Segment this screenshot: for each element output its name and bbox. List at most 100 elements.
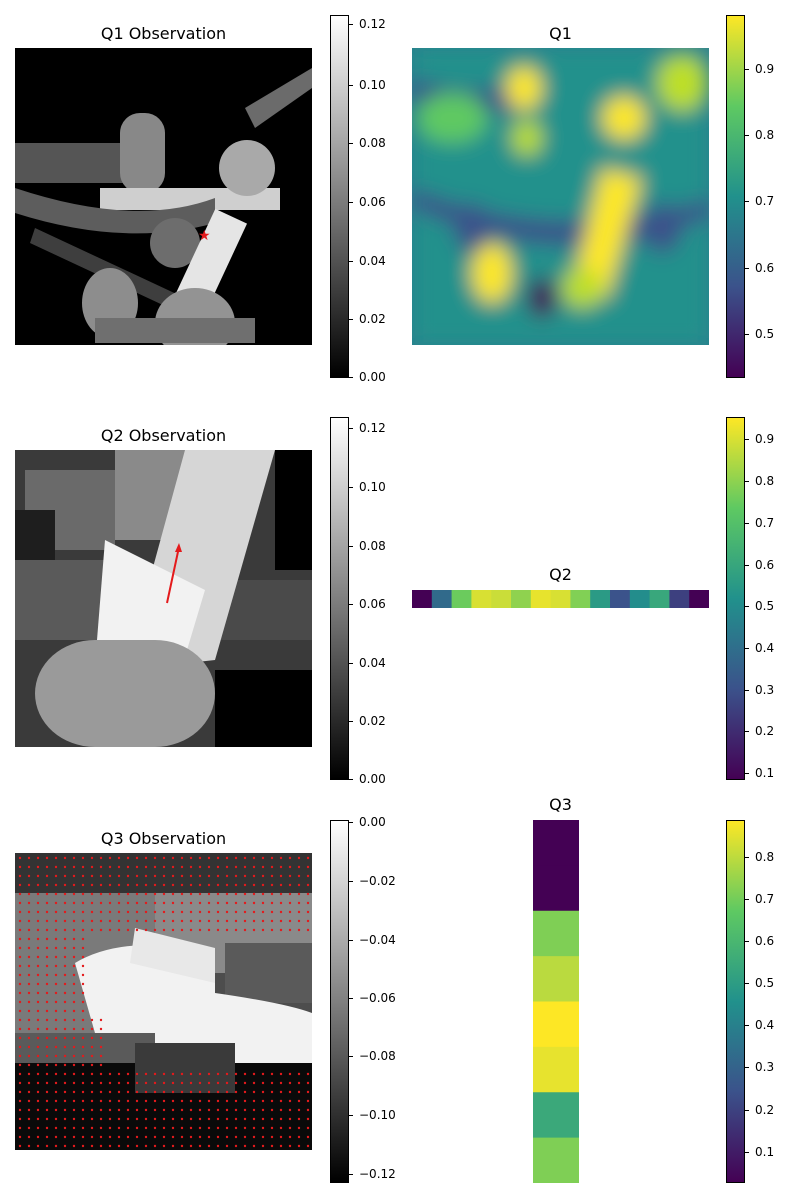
sample-dot [270, 883, 274, 887]
sample-dot [54, 1099, 58, 1103]
sample-dot [261, 856, 265, 860]
sample-dot [252, 883, 256, 887]
sample-dot [27, 982, 31, 986]
sample-dot [117, 1135, 121, 1139]
sample-dot [72, 1135, 76, 1139]
sample-dot [144, 1135, 148, 1139]
sample-dot [297, 892, 301, 896]
sample-dot [144, 901, 148, 905]
sample-dot [162, 1135, 166, 1139]
sample-dot [189, 892, 193, 896]
sample-dot [27, 874, 31, 878]
sample-dot [135, 874, 139, 878]
sample-dot [108, 1117, 112, 1121]
sample-dot [189, 919, 193, 923]
sample-dot [189, 883, 193, 887]
sample-dot [207, 856, 211, 860]
q1-title: Q1 [549, 24, 572, 43]
sample-dot [81, 1054, 85, 1058]
sample-dot [54, 1009, 58, 1013]
sample-dot [90, 901, 94, 905]
sample-dot [189, 1081, 193, 1085]
sample-dot [99, 1090, 103, 1094]
sample-dot [270, 928, 274, 932]
sample-dot [81, 883, 85, 887]
sample-dot [117, 910, 121, 914]
q3-cell [533, 820, 579, 866]
sample-dot [108, 919, 112, 923]
sample-dot [153, 1144, 157, 1148]
sample-dot [252, 1108, 256, 1112]
q2-cell [550, 590, 571, 608]
sample-dot [72, 1018, 76, 1022]
sample-dot [63, 1045, 67, 1049]
sample-dot [45, 856, 49, 860]
sample-dot [45, 1018, 49, 1022]
sample-dot [270, 874, 274, 878]
sample-dot [54, 865, 58, 869]
sample-dot [306, 1090, 310, 1094]
sample-dot [198, 1090, 202, 1094]
sample-dot [297, 928, 301, 932]
q2-cell [451, 590, 472, 608]
sample-dot [81, 1027, 85, 1031]
sample-dot [306, 1099, 310, 1103]
sample-dot [189, 1072, 193, 1076]
sample-dot [18, 982, 22, 986]
q1-heatmap [412, 48, 709, 345]
sample-dot [252, 1081, 256, 1085]
sample-dot [297, 1117, 301, 1121]
sample-dot [306, 856, 310, 860]
sample-dot [108, 1099, 112, 1103]
sample-dot [207, 919, 211, 923]
sample-dot [126, 856, 130, 860]
sample-dot [27, 1135, 31, 1139]
sample-dot [306, 910, 310, 914]
sample-dot [153, 910, 157, 914]
sample-dot [90, 892, 94, 896]
q3-cell [533, 956, 579, 1002]
sample-dot [27, 1117, 31, 1121]
q1-observation-colorbar [330, 15, 349, 378]
sample-dot [207, 892, 211, 896]
sample-dot [288, 892, 292, 896]
sample-dot [36, 1117, 40, 1121]
sample-dot [90, 1081, 94, 1085]
sample-dot [18, 892, 22, 896]
sample-dot [45, 1099, 49, 1103]
sample-dot [36, 1018, 40, 1022]
sample-dot [279, 892, 283, 896]
sample-dot [270, 1126, 274, 1130]
sample-dot [144, 1090, 148, 1094]
sample-dot [261, 892, 265, 896]
sample-dot [108, 1126, 112, 1130]
sample-dot [225, 1072, 229, 1076]
sample-dot [54, 1126, 58, 1130]
sample-dot [234, 1117, 238, 1121]
sample-dot [261, 1108, 265, 1112]
sample-dot [18, 1090, 22, 1094]
sample-dot [117, 1090, 121, 1094]
sample-dot [180, 1081, 184, 1085]
sample-dot [108, 865, 112, 869]
sample-dot [81, 910, 85, 914]
sample-dot [189, 1099, 193, 1103]
sample-dot [153, 892, 157, 896]
sample-dot [90, 883, 94, 887]
sample-dot [270, 1090, 274, 1094]
sample-dot [261, 928, 265, 932]
sample-dot [243, 1135, 247, 1139]
sample-dot [27, 1009, 31, 1013]
sample-dot [144, 883, 148, 887]
sample-dot [153, 1108, 157, 1112]
sample-dot [81, 973, 85, 977]
sample-dot [171, 1072, 175, 1076]
sample-dot [198, 1117, 202, 1121]
sample-dot [252, 856, 256, 860]
sample-dot [180, 1072, 184, 1076]
sample-dot [45, 937, 49, 941]
sample-dot [180, 1126, 184, 1130]
sample-dot [270, 856, 274, 860]
sample-dot [36, 1063, 40, 1067]
sample-dot [27, 1081, 31, 1085]
